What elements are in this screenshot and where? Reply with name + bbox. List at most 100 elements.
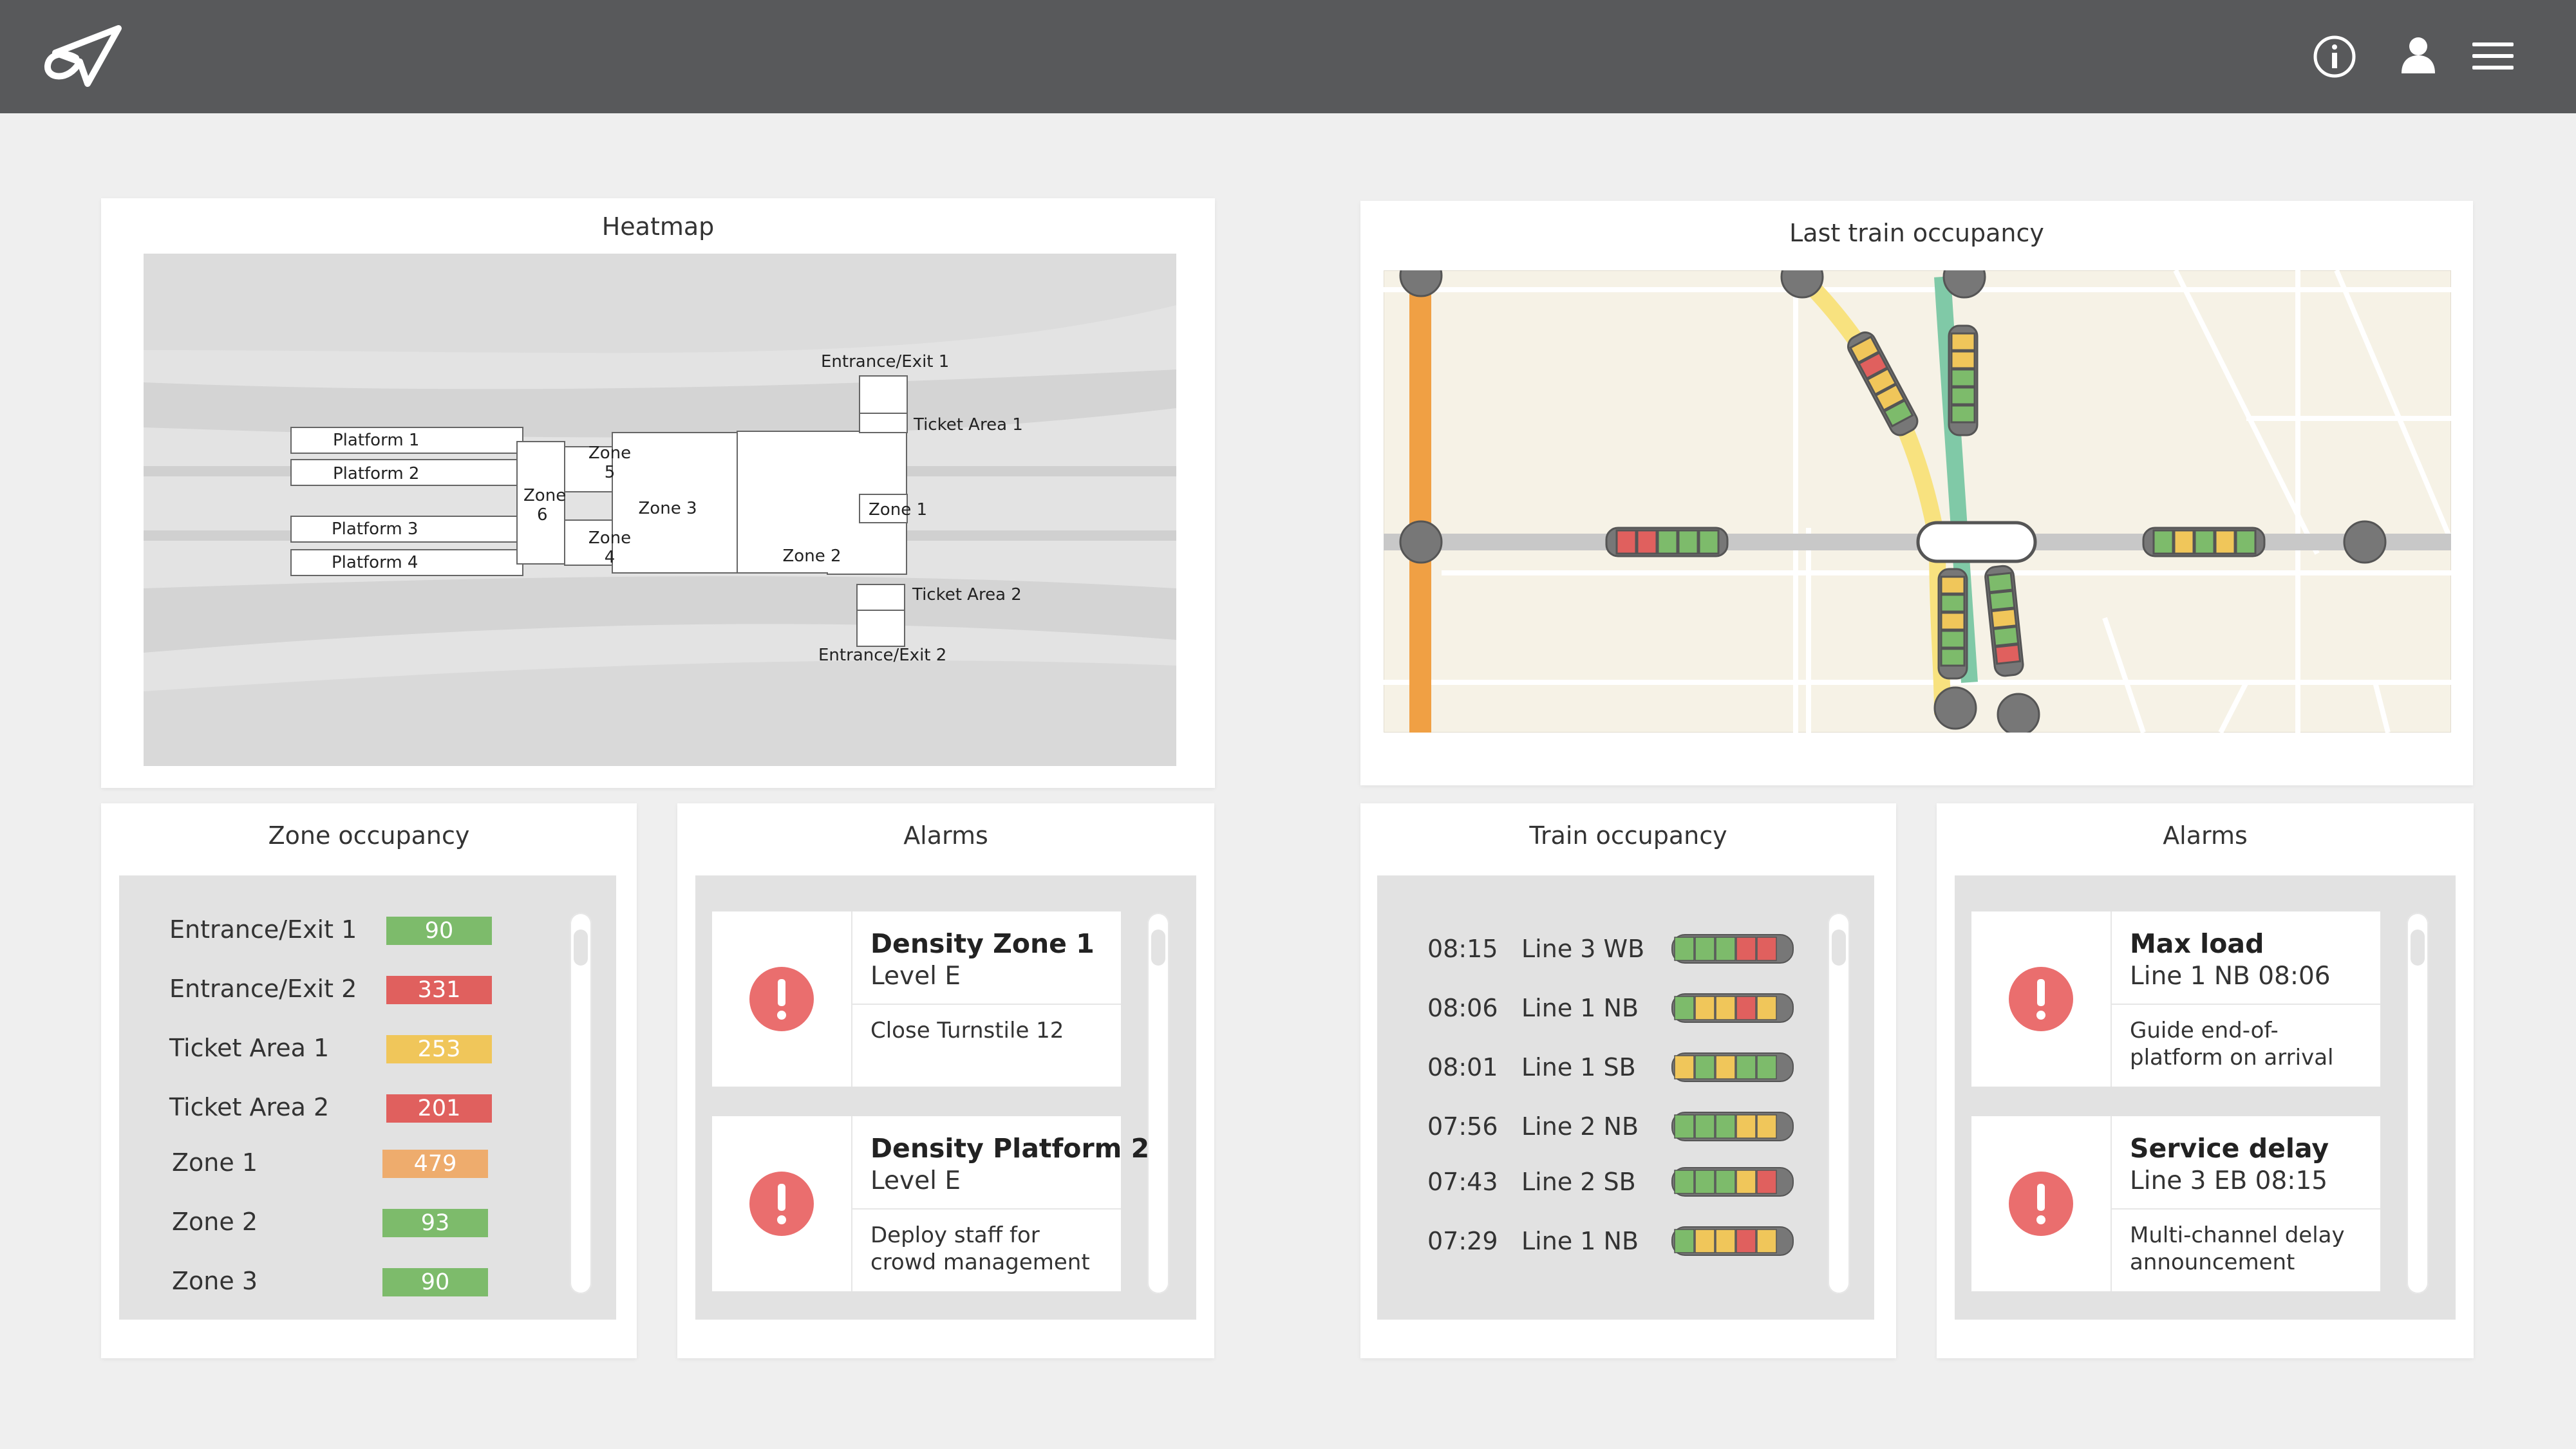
train-car [1715,937,1736,961]
train-car [1756,1055,1777,1080]
top-bar [0,0,2576,113]
alarm-card[interactable]: Density Platform 2 Level E Deploy staff … [712,1116,1149,1291]
train-occupancy-list[interactable]: 08:15 Line 3 WB 08:06 Line 1 NB 08:01 Line 1 … [1377,875,1874,1320]
ticket-area-2-label: Ticket Area 2 [912,585,1022,604]
zone-5-label-a: Zone [588,444,631,463]
scrollbar-thumb[interactable] [1832,930,1846,966]
zone-4-label-a: Zone [588,528,631,548]
train-occupancy-scrollbar[interactable] [1828,913,1850,1294]
train-line: Line 2 NB [1521,1112,1639,1141]
train-time: 08:15 [1427,935,1498,963]
train-row[interactable]: 07:43 Line 2 SB [1427,1161,1814,1200]
train-load-bar [1671,1167,1794,1197]
heatmap-floorplan[interactable]: Platform 1 Platform 2 Platform 3 Platfor… [144,254,1176,766]
zone-row-value: 253 [386,1035,492,1063]
alarms-card-right: Alarms Max load Line 1 NB 08:06 Guide en… [1937,803,2474,1358]
scrollbar-thumb[interactable] [574,930,588,966]
zone-row-ticket-area-1: Ticket Area 1 253 [169,1029,492,1067]
zone-row-zone-2: Zone 2 93 [172,1202,494,1241]
zone-4-label-b: 4 [605,548,616,567]
alarm-card[interactable]: Max load Line 1 NB 08:06 Guide end-of-pl… [1971,911,2380,1087]
alarms-scrollbar[interactable] [2407,913,2429,1294]
zone-row-value: 90 [382,1268,488,1296]
train-time: 07:43 [1427,1168,1498,1196]
train-car [1736,937,1756,961]
train-row[interactable]: 07:29 Line 1 NB [1427,1220,1814,1259]
train-car [1674,1114,1695,1139]
train-car [1695,1229,1715,1253]
train-network-map[interactable] [1384,270,2451,733]
zone-6-label-a: Zone [523,486,566,505]
info-icon[interactable] [2311,33,2358,80]
zone-6-label-b: 6 [537,505,548,525]
alarm-card[interactable]: Service delay Line 3 EB 08:15 Multi-chan… [1971,1116,2380,1291]
train-car [1715,996,1736,1020]
platform-2-label: Platform 2 [333,464,419,483]
train-time: 07:56 [1427,1112,1498,1141]
platform-4-label: Platform 4 [332,553,418,572]
train-row[interactable]: 08:15 Line 3 WB [1427,928,1814,967]
platform-1-label: Platform 1 [333,431,419,450]
alarm-divider [2111,1004,2380,1005]
train-row[interactable]: 08:01 Line 1 SB [1427,1047,1814,1085]
train-row[interactable]: 08:06 Line 1 NB [1427,987,1814,1026]
train-car [1695,996,1715,1020]
train-car [1695,1055,1715,1080]
alarm-title: Density Zone 1 [870,928,1095,959]
train-car [1756,937,1777,961]
alarms-title: Alarms [2163,821,2248,850]
scrollbar-thumb[interactable] [2411,930,2425,966]
train-car [1674,1170,1695,1194]
alarm-detail: Line 3 EB 08:15 [2130,1166,2328,1195]
train-time: 08:01 [1427,1053,1498,1081]
train-car [1695,1170,1715,1194]
train-car [1674,1055,1695,1080]
platform-3-label: Platform 3 [332,519,418,539]
zone-occupancy-scrollbar[interactable] [570,913,592,1294]
train-load-bar [1671,1052,1794,1082]
hamburger-menu-icon[interactable] [2470,33,2516,80]
zone-5-label-b: 5 [605,463,616,482]
zone-row-label: Zone 2 [172,1208,258,1236]
train-line: Line 1 NB [1521,994,1639,1022]
train-occupancy-title: Train occupancy [1529,821,1727,850]
alarm-divider [851,1208,1121,1210]
zone-occupancy-list[interactable]: Entrance/Exit 1 90 Entrance/Exit 2 331 T… [119,875,616,1320]
alarm-icon-cell [712,1116,852,1291]
train-row[interactable]: 07:56 Line 2 NB [1427,1106,1814,1145]
train-car [1674,937,1695,961]
alarm-divider [2111,1208,2380,1210]
alarm-level: Level E [870,962,961,991]
zone-row-label: Ticket Area 2 [169,1093,330,1121]
app-logo-icon[interactable] [42,24,131,93]
alarm-icon-cell [1971,911,2112,1087]
scrollbar-thumb[interactable] [1151,930,1165,966]
ticket-area-1-label: Ticket Area 1 [913,415,1023,435]
alarms-list-right[interactable]: Max load Line 1 NB 08:06 Guide end-of-pl… [1955,875,2456,1320]
train-car [1736,1114,1756,1139]
heatmap-card: Heatmap Platform 1 Platform 2 [101,198,1215,788]
train-car [1736,996,1756,1020]
zone-row-value: 90 [386,917,492,945]
zone-row-label: Entrance/Exit 2 [169,975,357,1003]
alarm-title: Max load [2130,928,2264,959]
exclamation-alert-icon [749,1172,814,1236]
train-line: Line 2 SB [1521,1168,1636,1196]
train-car [1736,1055,1756,1080]
entrance-exit-1-label: Entrance/Exit 1 [821,352,949,371]
train-car [1736,1170,1756,1194]
train-car [1736,1229,1756,1253]
alarm-card[interactable]: Density Zone 1 Level E Close Turnstile 1… [712,911,1121,1087]
train-load-bar [1671,934,1794,964]
alarms-scrollbar[interactable] [1147,913,1169,1294]
train-car [1756,1229,1777,1253]
zone-row-zone-1: Zone 1 479 [172,1143,494,1182]
alarms-list-left[interactable]: Density Zone 1 Level E Close Turnstile 1… [695,875,1196,1320]
train-car [1756,1114,1777,1139]
alarm-icon-cell [1971,1116,2112,1291]
alarms-card-left: Alarms Density Zone 1 Level E Close Turn… [677,803,1214,1358]
alarm-icon-cell [712,911,852,1087]
zone-row-value: 331 [386,976,492,1004]
alarm-action: Guide end-of-platform on arrival [2130,1018,2334,1070]
user-icon[interactable] [2395,33,2441,80]
